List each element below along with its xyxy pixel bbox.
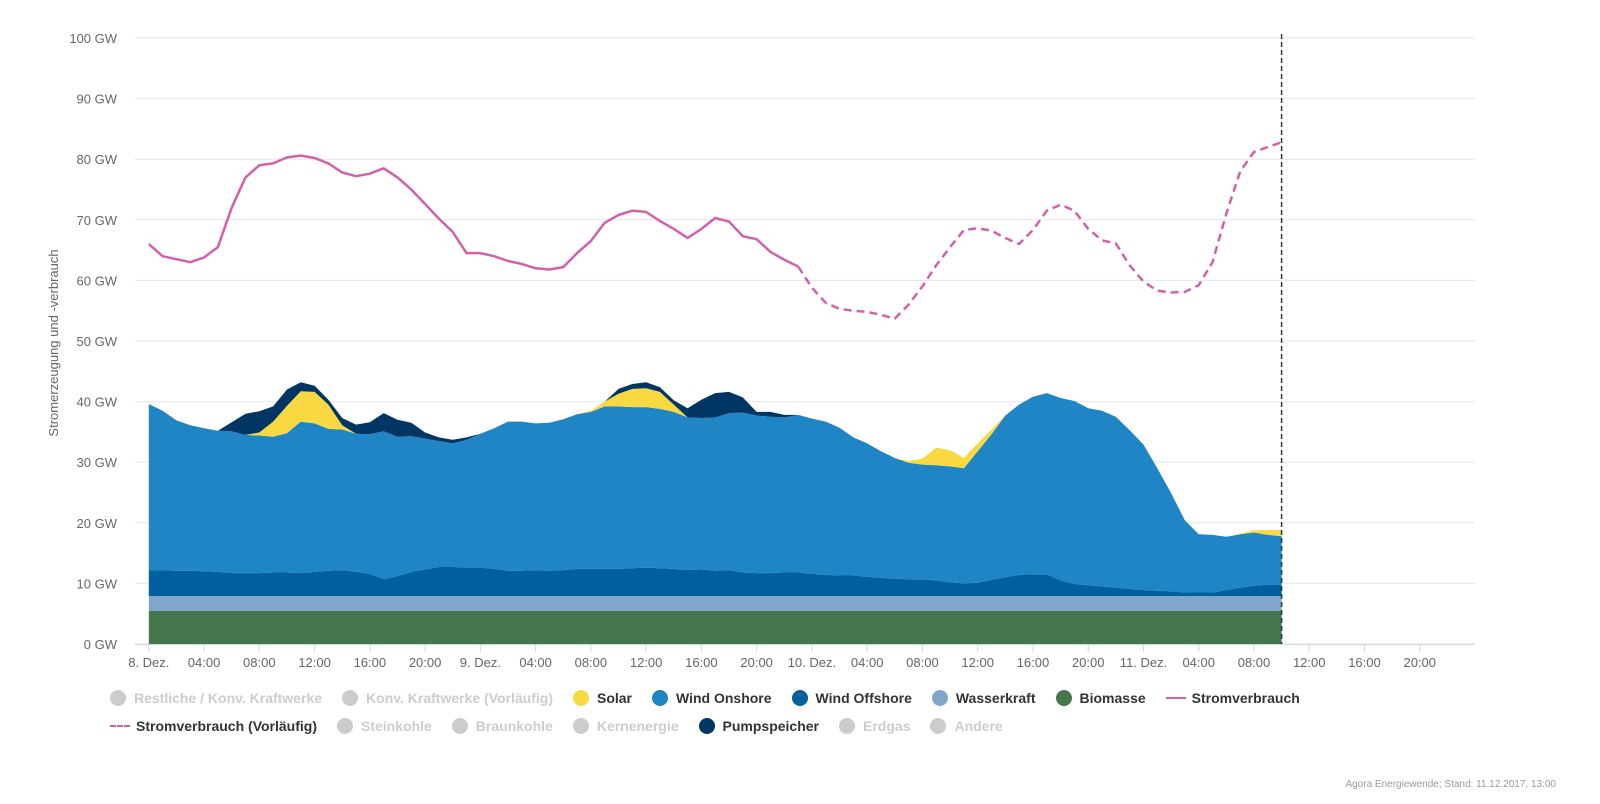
x-tick-label: 20:00	[1403, 655, 1436, 670]
x-tick-label: 08:00	[906, 655, 939, 670]
x-tick-label: 16:00	[1348, 655, 1381, 670]
y-tick-label: 0 GW	[84, 637, 118, 652]
x-tick-label: 08:00	[575, 655, 608, 670]
y-tick-label: 40 GW	[77, 395, 118, 410]
legend-label: Andere	[954, 718, 1003, 734]
y-tick-label: 90 GW	[77, 92, 118, 107]
y-tick-label: 60 GW	[77, 273, 118, 288]
y-tick-label: 100 GW	[69, 31, 117, 46]
legend-item-wind-onshore[interactable]: Wind Onshore	[652, 684, 772, 712]
area-wind-onshore	[148, 393, 1282, 593]
legend-dot-icon	[931, 690, 948, 706]
legend-dot-icon	[839, 718, 855, 734]
legend-item-konv-kraftwerke-vorl-ufig[interactable]: Konv. Kraftwerke (Vorläufig)	[342, 684, 553, 712]
legend-label: Stromverbrauch (Vorläufig)	[136, 718, 317, 734]
legend-label: Stromverbrauch	[1191, 690, 1300, 706]
legend-item-solar[interactable]: Solar	[572, 684, 632, 712]
legend-label: Kernenergie	[596, 718, 679, 734]
legend-label: Pumpspeicher	[722, 718, 819, 734]
x-tick-label: 9. Dez.	[460, 655, 501, 670]
legend-item-biomasse[interactable]: Biomasse	[1055, 684, 1146, 712]
legend-item-andere[interactable]: Andere	[930, 712, 1003, 740]
legend-item-pumpspeicher[interactable]: Pumpspeicher	[698, 712, 819, 740]
legend-item-stromverbrauch[interactable]: Stromverbrauch	[1165, 684, 1300, 712]
legend-dot-icon	[110, 690, 126, 706]
legend-label: Wind Onshore	[676, 690, 772, 706]
x-tick-label: 12:00	[961, 655, 994, 670]
y-tick-label: 50 GW	[77, 334, 118, 349]
legend-label: Erdgas	[863, 718, 911, 734]
legend-item-restliche-konv-kraftwerke[interactable]: Restliche / Konv. Kraftwerke	[110, 684, 322, 712]
legend-dot-icon	[572, 690, 589, 706]
legend-dot-icon	[342, 690, 359, 706]
x-tick-label: 04:00	[519, 655, 552, 670]
x-tick-label: 04:00	[1182, 655, 1215, 670]
legend-item-steinkohle[interactable]: Steinkohle	[337, 712, 432, 740]
legend-dot-icon	[1055, 690, 1072, 706]
legend-label: Restliche / Konv. Kraftwerke	[134, 690, 323, 706]
legend-label: Biomasse	[1079, 690, 1146, 706]
axes: 8. Dez. 04:00 08:00 12:00 16:00 20:00 9. Dez. 0…	[128, 34, 1475, 670]
legend-item-stromverbrauch-vorl-ufig[interactable]: Stromverbrauch (Vorläufig)	[110, 712, 317, 740]
consumption-lines	[147, 141, 1283, 320]
x-tick-label: 11. Dez.	[1120, 655, 1167, 670]
x-tick-label: 16:00	[685, 655, 718, 670]
legend-label: Konv. Kraftwerke (Vorläufig)	[366, 690, 553, 706]
legend-item-wind-offshore[interactable]: Wind Offshore	[791, 684, 912, 712]
legend-dot-icon	[337, 718, 353, 734]
x-tick-label: 12:00	[298, 655, 331, 670]
legend-dot-icon	[698, 718, 715, 734]
x-tick-label: 08:00	[243, 655, 276, 670]
legend-item-wasserkraft[interactable]: Wasserkraft	[931, 684, 1036, 712]
y-gridlines: 0 GW 10 GW 20 GW 30 GW 40 GW 50 GW 60 GW 70 GW 8…	[69, 31, 1475, 652]
legend-item-braunkohle[interactable]: Braunkohle	[451, 712, 553, 740]
x-tick-label: 16:00	[354, 655, 387, 670]
line-stromverbrauch	[147, 154, 799, 271]
line-stromverbrauch-vorl-ufig-	[797, 141, 1283, 320]
y-tick-label: 30 GW	[77, 455, 118, 470]
legend-dot-icon	[652, 690, 668, 706]
legend-dot-icon	[791, 690, 808, 706]
chart-legend: Restliche / Konv. Kraftwerke Konv. Kraftw…	[110, 684, 1470, 740]
legend-label: Wind Offshore	[815, 690, 912, 706]
x-tick-label: 16:00	[1017, 655, 1050, 670]
legend-dot-icon	[930, 718, 947, 734]
legend-dot-icon	[572, 718, 589, 734]
x-tick-label: 12:00	[1293, 655, 1326, 670]
x-tick-label: 12:00	[630, 655, 663, 670]
legend-label: Braunkohle	[475, 718, 553, 734]
legend-item-erdgas[interactable]: Erdgas	[839, 712, 910, 740]
x-tick-label: 20:00	[409, 655, 442, 670]
y-tick-label: 10 GW	[77, 576, 118, 591]
legend-label: Wasserkraft	[955, 690, 1036, 706]
legend-label: Steinkohle	[361, 718, 432, 734]
area-wind-offshore	[148, 567, 1282, 597]
x-tick-label: 20:00	[1072, 655, 1105, 670]
stacked-areas	[148, 382, 1282, 644]
legend-label: Solar	[596, 690, 632, 706]
area-biomasse	[148, 610, 1282, 644]
legend-item-kernenergie[interactable]: Kernenergie	[572, 712, 679, 740]
x-tick-label: 20:00	[740, 655, 773, 670]
area-wasserkraft	[148, 596, 1282, 611]
energy-chart: 0 GW 10 GW 20 GW 30 GW 40 GW 50 GW 60 GW 70 GW 8…	[46, 31, 1475, 670]
x-tick-label: 04:00	[851, 655, 884, 670]
y-tick-label: 20 GW	[77, 516, 118, 531]
y-tick-label: 80 GW	[77, 152, 118, 167]
x-tick-label: 10. Dez.	[788, 655, 836, 670]
y-tick-label: 70 GW	[77, 213, 118, 228]
x-tick-label: 04:00	[188, 655, 221, 670]
area-pumpspeicher	[148, 382, 1282, 537]
y-axis-title: Stromerzeugung und -verbrauch	[46, 249, 61, 436]
x-tick-label: 08:00	[1238, 655, 1271, 670]
legend-line-icon	[1165, 697, 1186, 699]
legend-dashed-line-icon	[110, 725, 130, 727]
legend-dot-icon	[451, 718, 468, 734]
credits-text: Agora Energiewende; Stand: 11.12.2017, 1…	[1345, 779, 1556, 790]
x-tick-label: 8. Dez.	[128, 655, 169, 670]
